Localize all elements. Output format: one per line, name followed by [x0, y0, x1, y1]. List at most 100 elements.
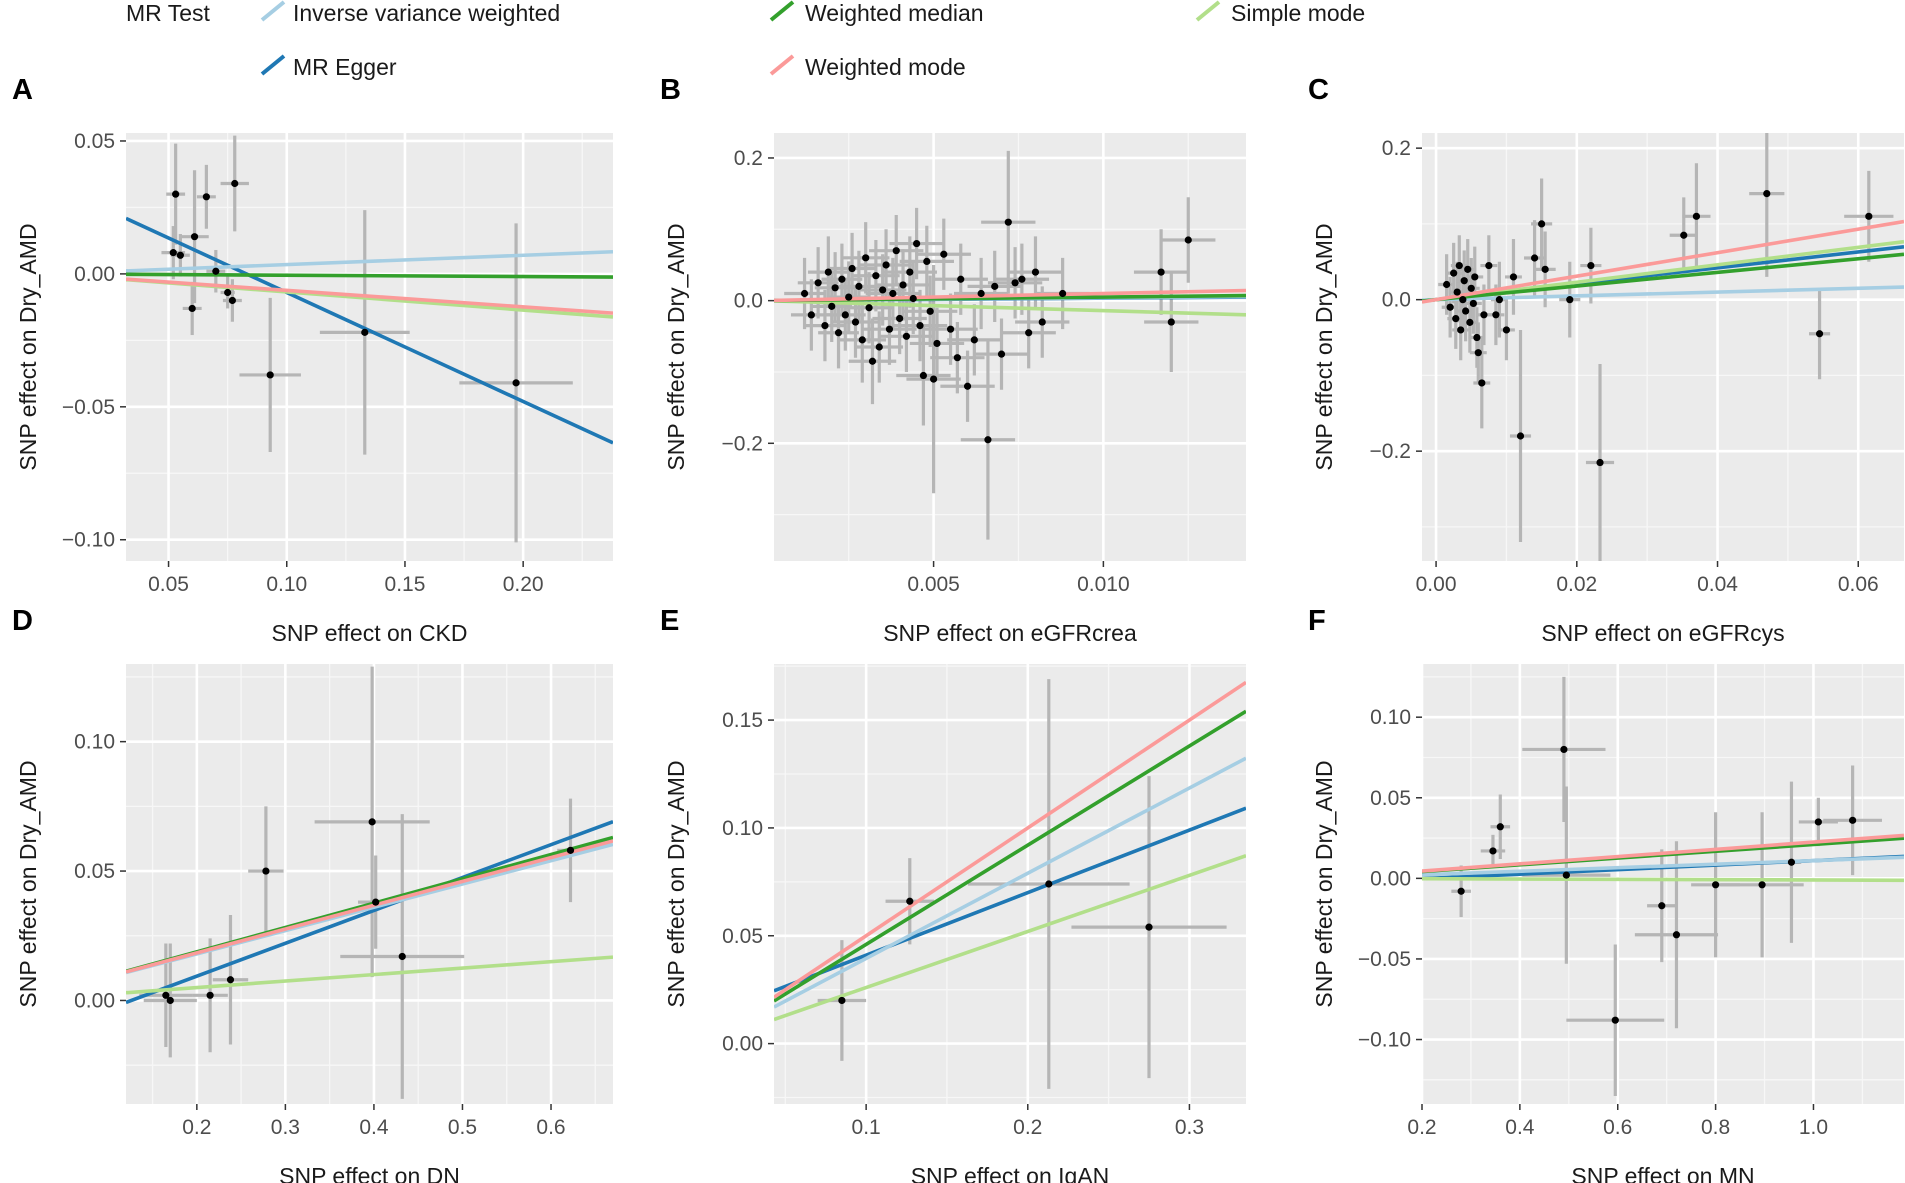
data-point — [1658, 902, 1666, 910]
data-point — [1446, 303, 1454, 311]
data-point — [892, 247, 900, 255]
data-point — [1443, 280, 1451, 289]
data-point — [875, 343, 883, 351]
axes-f: 0.2 0.4 0.6 0.8 1.0 0.10 0.05 0.00 −0.05 −0.10 — [1358, 706, 1828, 1139]
data-point — [906, 897, 914, 905]
data-point — [902, 332, 911, 340]
data-point — [1560, 745, 1568, 754]
legend-label-wmed: Weighted median — [805, 0, 984, 26]
data-point — [188, 304, 196, 313]
data-point — [1502, 326, 1511, 334]
data-point — [896, 314, 904, 323]
x-tick-label: 0.4 — [1505, 1116, 1535, 1139]
data-point — [916, 322, 924, 330]
x-tick-label: 0.00 — [1416, 573, 1457, 596]
data-point — [1038, 318, 1046, 326]
legend-item-wmode: Weighted mode — [769, 54, 966, 80]
data-point — [800, 289, 809, 298]
data-point — [919, 371, 928, 380]
data-point — [1457, 326, 1465, 334]
x-axis-label: SNP effect on MN — [1571, 1163, 1754, 1183]
data-point — [906, 268, 914, 276]
line-wmed — [774, 709, 1246, 1003]
data-point — [1474, 349, 1482, 357]
grid-c — [1422, 133, 1904, 561]
data-point — [176, 251, 184, 259]
x-tick-label: 0.15 — [385, 573, 426, 596]
data-point — [1492, 311, 1500, 319]
data-point — [828, 302, 836, 310]
data-point — [1157, 268, 1165, 276]
y-axis-label: SNP effect on Dry_AMD — [663, 223, 689, 470]
data-point — [212, 267, 220, 275]
data-point — [821, 322, 829, 330]
data-point — [984, 436, 992, 444]
x-axis-label: SNP effect on IgAN — [911, 1163, 1110, 1183]
data-point — [851, 318, 860, 326]
y-tick-label: 0.05 — [74, 130, 115, 153]
data-point — [1849, 816, 1857, 824]
data-point — [977, 289, 985, 298]
data-point — [848, 264, 856, 273]
legend-key-wmode — [769, 54, 795, 76]
data-point — [862, 254, 870, 262]
plot-area-c — [1422, 133, 1904, 561]
data-point — [1011, 279, 1019, 287]
x-axis-label: SNP effect on CKD — [271, 620, 467, 646]
regression-lines-e — [774, 680, 1246, 1022]
y-tick-label: 0.10 — [722, 817, 763, 840]
data-point — [1167, 318, 1175, 326]
data-point — [1467, 284, 1475, 292]
panel-a: 0.05 0.10 0.15 0.20 0.05 0.00 −0.05 −0.10 SNP ef… — [12, 74, 613, 646]
line-smode — [774, 299, 1246, 317]
data-point — [1611, 1016, 1619, 1024]
points-a — [169, 179, 520, 387]
y-axis-label: SNP effect on Dry_AMD — [663, 760, 689, 1007]
data-point — [1462, 307, 1470, 315]
data-point — [1459, 296, 1467, 304]
legend-item-smode: Simple mode — [1195, 0, 1365, 26]
x-tick-label: 0.04 — [1697, 573, 1738, 596]
y-tick-label: 0.05 — [1370, 787, 1411, 810]
y-tick-label: 0.10 — [1370, 706, 1411, 729]
data-point — [1865, 212, 1873, 220]
data-point — [1455, 261, 1463, 270]
data-point — [266, 371, 274, 379]
x-axis-label: SNP effect on DN — [279, 1163, 460, 1183]
x-tick-label: 0.4 — [359, 1116, 389, 1139]
data-point — [946, 325, 955, 333]
data-point — [1530, 254, 1539, 262]
x-tick-label: 0.3 — [271, 1116, 300, 1139]
regression-lines-c — [1422, 219, 1904, 304]
points-d — [162, 818, 575, 1005]
line-smode — [774, 854, 1246, 1022]
data-point — [228, 296, 236, 305]
y-axis-label: SNP effect on Dry_AMD — [1311, 223, 1337, 470]
data-point — [1814, 818, 1822, 826]
y-tick-label: −0.10 — [1358, 1029, 1411, 1052]
legend-item-egger: MR Egger — [260, 54, 397, 80]
panel-letter: B — [660, 74, 681, 106]
data-point — [926, 307, 934, 315]
data-point — [940, 250, 948, 258]
data-point — [224, 288, 232, 297]
x-tick-label: 0.02 — [1556, 573, 1597, 596]
data-point — [1485, 261, 1493, 270]
data-point — [1495, 296, 1504, 304]
data-point — [1457, 887, 1465, 895]
line-ivw — [1422, 855, 1904, 877]
data-point — [865, 304, 873, 312]
y-axis-label: SNP effect on Dry_AMD — [1311, 760, 1337, 1007]
x-tick-label: 0.6 — [536, 1116, 565, 1139]
data-point — [929, 375, 938, 383]
data-point — [166, 996, 174, 1005]
data-point — [1509, 273, 1518, 281]
regression-lines-f — [1422, 833, 1904, 883]
data-point — [1538, 220, 1546, 228]
data-point — [512, 379, 520, 387]
data-point — [1025, 329, 1033, 337]
data-point — [858, 336, 866, 344]
data-point — [899, 281, 907, 289]
panel-letter: C — [1308, 74, 1329, 106]
